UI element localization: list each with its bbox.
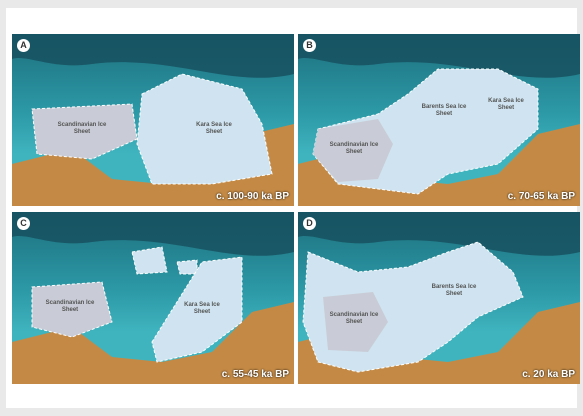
ice-sheet-label: Scandinavian Ice Sheet — [44, 300, 96, 314]
ice-sheet-label: Scandinavian Ice Sheet — [328, 142, 380, 156]
date-caption: c. 70-65 ka BP — [508, 191, 575, 202]
map — [298, 34, 580, 206]
map-panel: A Scandinavian Ice Sheet Kara Sea Ice Sh… — [12, 34, 294, 206]
page: A Scandinavian Ice Sheet Kara Sea Ice Sh… — [0, 0, 583, 416]
panel-letter: D — [303, 217, 316, 230]
date-caption: c. 55-45 ka BP — [222, 369, 289, 380]
ice-sheet-label: Barents Sea Ice Sheet — [428, 284, 480, 298]
panel-letter: B — [303, 39, 316, 52]
ice-sheet-label: Barents Sea Ice Sheet — [418, 104, 470, 118]
date-caption: c. 100-90 ka BP — [216, 191, 289, 202]
map-panel: D Barents Sea Ice Sheet Scandinavian Ice… — [298, 212, 580, 384]
map — [12, 212, 294, 384]
map-panel: C Scandinavian Ice Sheet Kara Sea Ice Sh… — [12, 212, 294, 384]
map — [298, 212, 580, 384]
date-caption: c. 20 ka BP — [522, 369, 575, 380]
map — [12, 34, 294, 206]
panel-letter: C — [17, 217, 30, 230]
ice-sheet-label: Kara Sea Ice Sheet — [480, 98, 532, 112]
ice-sheet-label: Scandinavian Ice Sheet — [328, 312, 380, 326]
ice-sheet-label: Kara Sea Ice Sheet — [176, 302, 228, 316]
map-panel: B Barents Sea Ice Sheet Kara Sea Ice She… — [298, 34, 580, 206]
panel-letter: A — [17, 39, 30, 52]
ice-sheet-label: Kara Sea Ice Sheet — [188, 122, 240, 136]
ice-sheet-label: Scandinavian Ice Sheet — [56, 122, 108, 136]
